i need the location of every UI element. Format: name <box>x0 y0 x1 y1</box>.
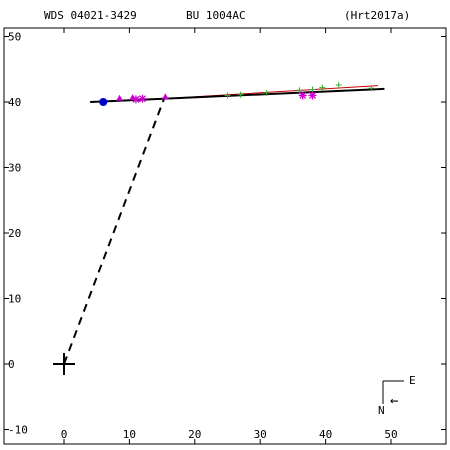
observation-points <box>99 81 375 106</box>
tick-labels: -10 0 10 20 30 40 50 0 10 20 30 40 50 <box>8 31 398 442</box>
speckle-point <box>298 91 307 100</box>
x-tick-label: 20 <box>188 428 201 441</box>
y-tick-label: 20 <box>8 227 21 240</box>
triangle-point <box>116 94 124 101</box>
x-tick-label: 10 <box>123 428 136 441</box>
x-tick-label: 40 <box>319 428 332 441</box>
x-tick-label: 0 <box>61 428 68 441</box>
micrometer-point <box>335 81 342 88</box>
y-tick-label: 10 <box>8 293 21 306</box>
first-observation-point <box>99 98 108 106</box>
reference-code: (Hrt2017a) <box>344 9 411 22</box>
y-tick-label: -10 <box>8 424 28 437</box>
y-tick-label: 0 <box>8 358 15 371</box>
micrometer-point <box>368 85 375 92</box>
orbit-lines <box>53 85 385 375</box>
micrometer-point <box>263 89 270 96</box>
micrometer-point <box>319 84 326 91</box>
y-tick-label: 40 <box>8 96 21 109</box>
baseline-dashed <box>63 98 165 365</box>
micrometer-point <box>296 87 303 94</box>
micrometer-point <box>224 92 231 99</box>
compass-arrow: ← <box>390 393 398 409</box>
compass-east-label: E <box>409 374 416 387</box>
tick-marks <box>4 28 446 444</box>
speckle-point <box>308 91 317 100</box>
speckle-point <box>131 95 140 104</box>
y-tick-label: 50 <box>8 31 21 44</box>
compass-indicator: E N ← <box>378 374 416 417</box>
triangle-point <box>161 93 169 100</box>
pair-designation: BU 1004AC <box>186 9 246 22</box>
y-tick-label: 30 <box>8 162 21 175</box>
compass-north-label: N <box>378 404 385 417</box>
plot-frame <box>3 27 447 445</box>
x-tick-label: 50 <box>384 428 397 441</box>
axes <box>3 27 447 445</box>
speckle-point <box>138 94 147 103</box>
wds-identifier: WDS 04021-3429 <box>44 9 137 22</box>
x-tick-label: 30 <box>254 428 267 441</box>
micrometer-point <box>237 91 244 98</box>
